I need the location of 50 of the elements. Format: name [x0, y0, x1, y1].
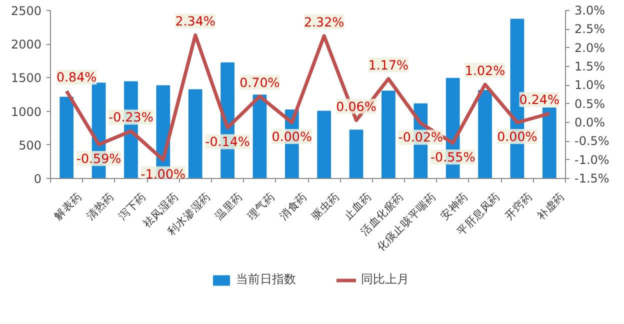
- y2-tick-label: 1.5%: [574, 60, 605, 74]
- data-label: 2.32%: [304, 14, 344, 30]
- y2-tick-label: 3.0%: [574, 4, 605, 18]
- data-label: -0.02%: [398, 130, 444, 145]
- x-tick-label: 消食药: [276, 190, 310, 222]
- data-label: -0.23%: [108, 110, 154, 125]
- data-label: 0.70%: [240, 74, 280, 90]
- x-tick-label: 补虚药: [534, 190, 567, 222]
- data-label: 0.00%: [497, 129, 538, 144]
- y2-tick-label: 0.5%: [574, 96, 605, 111]
- x-tick-label: 清热药: [84, 190, 116, 222]
- bar: [317, 110, 332, 178]
- data-label: -0.55%: [430, 150, 476, 165]
- bar: [188, 89, 202, 178]
- y2-tick-label: 2.0%: [574, 40, 605, 55]
- data-label: 2.34%: [175, 14, 216, 29]
- bar: [478, 90, 492, 178]
- y2-tick-label: 1.0%: [574, 78, 605, 92]
- data-label: -0.59%: [76, 151, 122, 166]
- x-tick-label: 解表药: [52, 190, 84, 222]
- y2-tick-label: -1.0%: [574, 152, 610, 167]
- data-label: 0.84%: [56, 70, 97, 85]
- data-label: -0.14%: [205, 134, 250, 150]
- data-label: 1.02%: [464, 62, 506, 78]
- y2-tick-label: -1.5%: [574, 172, 610, 186]
- bar: [382, 90, 396, 178]
- y2-tick-label: -0.5%: [574, 134, 610, 148]
- y-tick-label: 2500: [10, 4, 42, 18]
- data-label: -1.00%: [140, 166, 186, 182]
- y2-tick-label: 0.0%: [574, 116, 605, 130]
- bar: [349, 130, 364, 178]
- y-tick-label: 1000: [10, 104, 42, 119]
- y-tick-label: 500: [18, 138, 42, 152]
- legend-label: 同比上月: [361, 271, 409, 288]
- y2-tick-label: 2.5%: [574, 22, 605, 36]
- x-tick-label: 开窍药: [502, 190, 535, 222]
- bar: [542, 107, 556, 178]
- bar: [252, 94, 267, 178]
- data-label: 0.24%: [519, 92, 560, 108]
- y-tick-label: 0: [34, 172, 42, 186]
- legend-label: 当前日指数: [236, 271, 296, 288]
- y-tick-label: 1500: [10, 71, 42, 86]
- x-tick-label: 理气药: [244, 190, 278, 222]
- data-label: 1.17%: [368, 57, 409, 72]
- data-label: 0.06%: [336, 98, 376, 114]
- y-tick-label: 2000: [10, 38, 42, 52]
- data-label: 0.00%: [272, 129, 312, 144]
- x-tick-label: 温里药: [212, 190, 246, 222]
- x-tick-label: 驱虫药: [309, 190, 342, 222]
- bar: [60, 96, 74, 178]
